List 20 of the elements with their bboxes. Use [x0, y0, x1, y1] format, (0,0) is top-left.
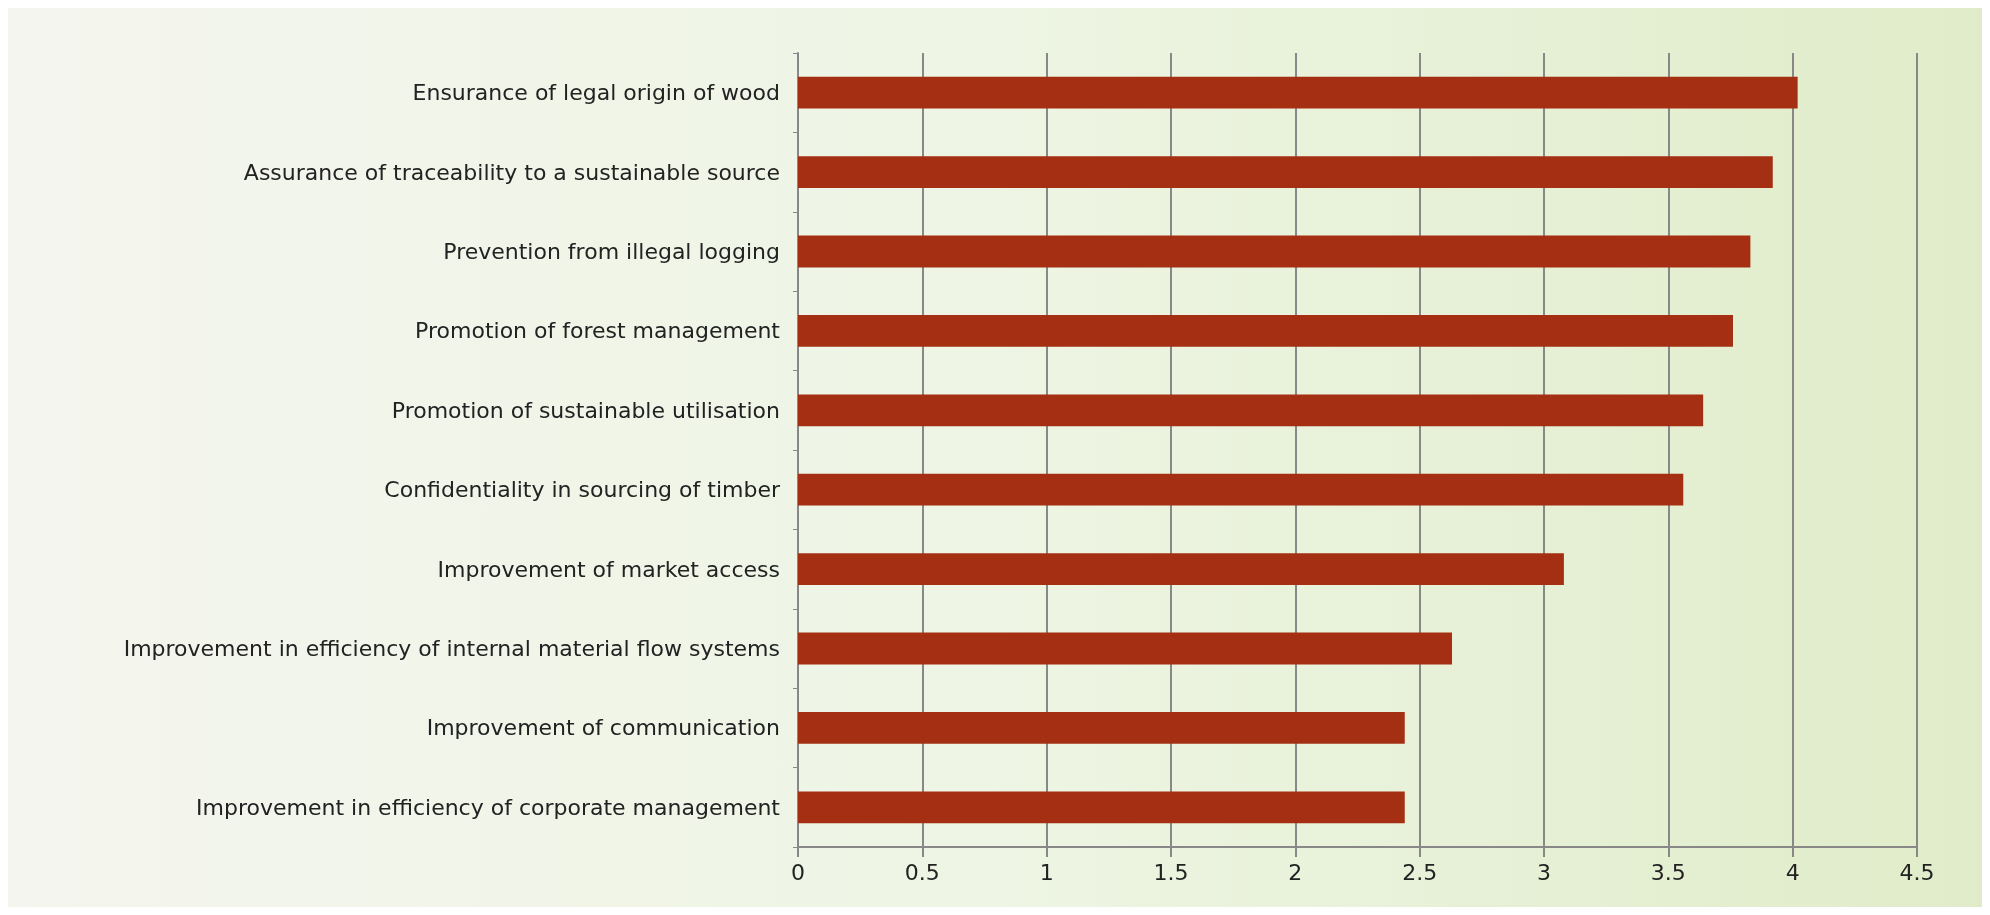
x-tick-label: 1.5 [1153, 859, 1189, 885]
y-tick-label: Improvement in efficiency of internal material flow systems [123, 636, 780, 661]
x-tick-label: 0 [791, 859, 805, 885]
y-tick-label: Improvement of market access [437, 556, 780, 582]
x-tick-label: 2.5 [1402, 859, 1438, 885]
x-tick-label: 0.5 [904, 859, 940, 885]
x-tick-label: 3.5 [1650, 859, 1686, 885]
x-tick-label: 4.5 [1899, 859, 1935, 885]
y-tick-label: Improvement in efficiency of corporate management [196, 794, 781, 820]
y-tick-label: Assurance of traceability to a sustainable source [243, 159, 780, 185]
y-tick-label: Improvement of communication [426, 715, 780, 741]
x-tick-label: 3 [1537, 859, 1551, 885]
y-tick-label: Prevention from illegal logging [443, 239, 780, 264]
y-tick-label: Confidentiality in sourcing of timber [384, 477, 781, 503]
x-tick-label: 4 [1785, 859, 1800, 885]
x-tick-label: 1 [1039, 859, 1054, 885]
y-tick-label: Promotion of sustainable utilisation [391, 397, 780, 423]
y-tick-label: Promotion of forest management [415, 318, 781, 344]
x-tick-label: 2 [1288, 859, 1303, 885]
y-tick-label: Ensurance of legal origin of wood [412, 80, 780, 106]
